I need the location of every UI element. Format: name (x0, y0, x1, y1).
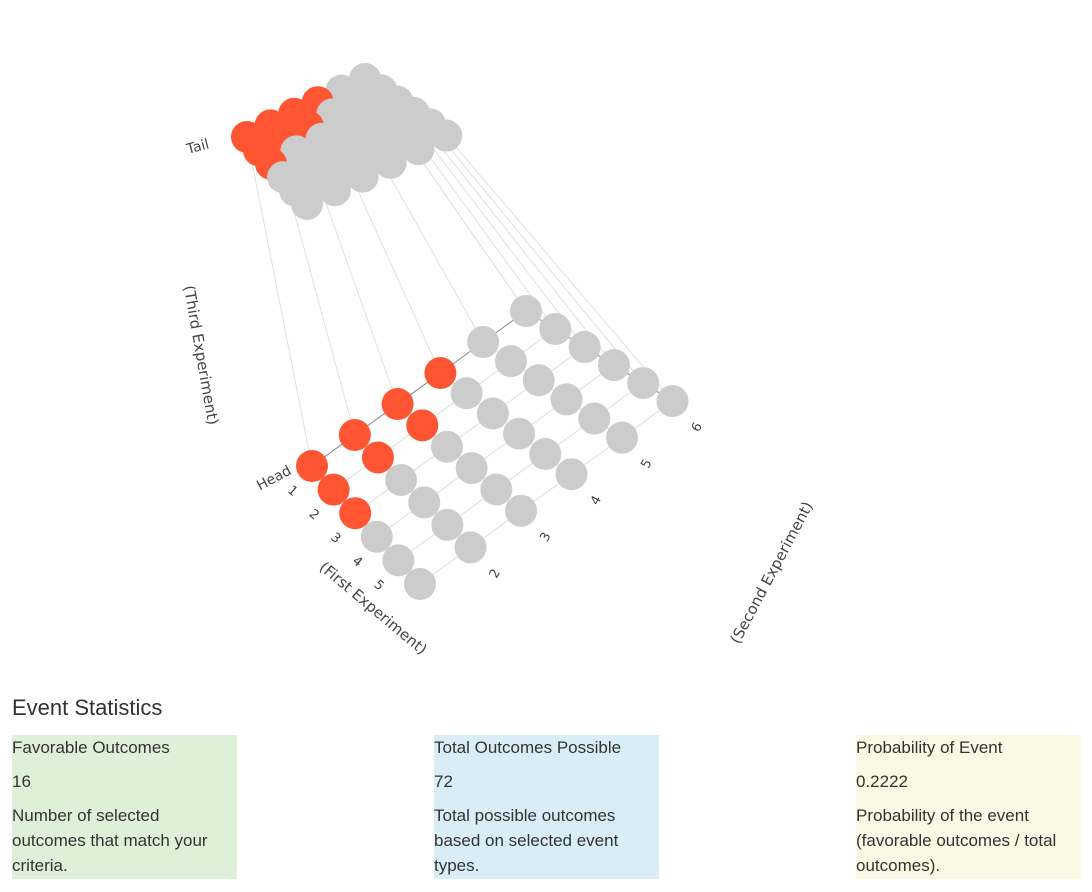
outcome-point[interactable] (318, 174, 351, 207)
outcome-point[interactable] (476, 397, 509, 430)
x-tick-label: 3 (327, 530, 343, 547)
x-tick-label: 4 (349, 554, 365, 571)
outcome-point[interactable] (408, 486, 441, 519)
outcome-point[interactable] (291, 188, 323, 220)
outcome-point[interactable] (385, 463, 418, 496)
y-tick-label: 2 (487, 567, 504, 581)
outcome-point[interactable] (404, 568, 436, 600)
outcome-point[interactable] (467, 326, 500, 358)
favorable-point[interactable] (406, 409, 439, 442)
favorable-outcomes-value: 16 (12, 772, 31, 791)
favorable-point[interactable] (338, 419, 371, 451)
outcome-point[interactable] (494, 345, 527, 378)
grid-line-vertical (246, 136, 313, 467)
y-tick-label: 4 (588, 493, 605, 507)
outcome-point[interactable] (450, 377, 483, 410)
total-outcomes-value: 72 (434, 772, 453, 791)
outcome-point[interactable] (627, 367, 660, 400)
favorable-point[interactable] (381, 388, 414, 420)
favorable-outcomes-card: Favorable Outcomes 16 Number of selected… (12, 735, 237, 879)
outcome-point[interactable] (656, 385, 689, 418)
favorable-outcomes-label: Favorable Outcomes (12, 738, 170, 757)
total-outcomes-label: Total Outcomes Possible (434, 738, 622, 757)
probability-card: Probability of Event 0.2222 Probability … (856, 735, 1081, 879)
x-tick-label: 2 (306, 507, 322, 524)
outcome-point[interactable] (529, 438, 562, 471)
outcome-point[interactable] (578, 402, 611, 435)
outcome-point[interactable] (510, 295, 542, 327)
favorable-point[interactable] (296, 450, 328, 482)
data-points (231, 63, 689, 600)
outcome-point[interactable] (402, 133, 435, 166)
outcome-point[interactable] (597, 349, 630, 382)
grid-line-vertical (445, 135, 673, 402)
favorable-point[interactable] (361, 441, 394, 474)
outcome-point[interactable] (382, 544, 415, 577)
favorable-point[interactable] (339, 497, 372, 530)
outcome-point[interactable] (606, 421, 639, 454)
outcome-point[interactable] (550, 383, 583, 416)
probability-description: Probability of the event (favorable outc… (856, 806, 1057, 875)
total-outcomes-card: Total Outcomes Possible 72 Total possibl… (434, 735, 659, 879)
outcome-point[interactable] (568, 331, 601, 364)
probability-value: 0.2222 (856, 772, 908, 791)
y-tick-label: 6 (689, 420, 706, 434)
outcome-point[interactable] (505, 494, 538, 527)
probability-label: Probability of Event (856, 738, 1003, 757)
grid-line-vertical (413, 112, 615, 366)
grid-line-vertical (429, 123, 644, 384)
outcome-point[interactable] (454, 531, 487, 564)
y-axis-title: (Second Experiment) (726, 499, 816, 647)
outcome-point[interactable] (360, 520, 393, 553)
outcome-point[interactable] (431, 508, 464, 541)
x-tick-label: 5 (371, 577, 387, 594)
event-statistics-heading: Event Statistics (12, 695, 163, 720)
outcome-point[interactable] (430, 119, 463, 152)
outcome-point[interactable] (374, 146, 407, 179)
favorable-point[interactable] (424, 357, 457, 389)
scatter-3d-plot[interactable]: (First Experiment) (Second Experiment) (… (0, 0, 1092, 690)
outcome-point[interactable] (455, 452, 488, 485)
x-tick-label: 1 (284, 483, 300, 500)
outcome-point[interactable] (522, 364, 555, 397)
y-tick-label: 3 (537, 530, 554, 544)
outcome-point[interactable] (480, 473, 513, 506)
outcome-point[interactable] (503, 417, 536, 450)
y-tick-label: 5 (638, 457, 655, 471)
favorable-outcomes-description: Number of selected outcomes that match y… (12, 806, 208, 875)
outcome-point[interactable] (346, 160, 379, 193)
z-axis-title: (Third Experiment) (180, 284, 222, 426)
outcome-point[interactable] (555, 458, 588, 491)
z-tick-tail: Tail (184, 136, 211, 158)
outcome-point[interactable] (539, 313, 572, 346)
favorable-point[interactable] (317, 473, 350, 506)
outcome-point[interactable] (430, 430, 463, 463)
total-outcomes-description: Total possible outcomes based on selecte… (434, 806, 619, 875)
